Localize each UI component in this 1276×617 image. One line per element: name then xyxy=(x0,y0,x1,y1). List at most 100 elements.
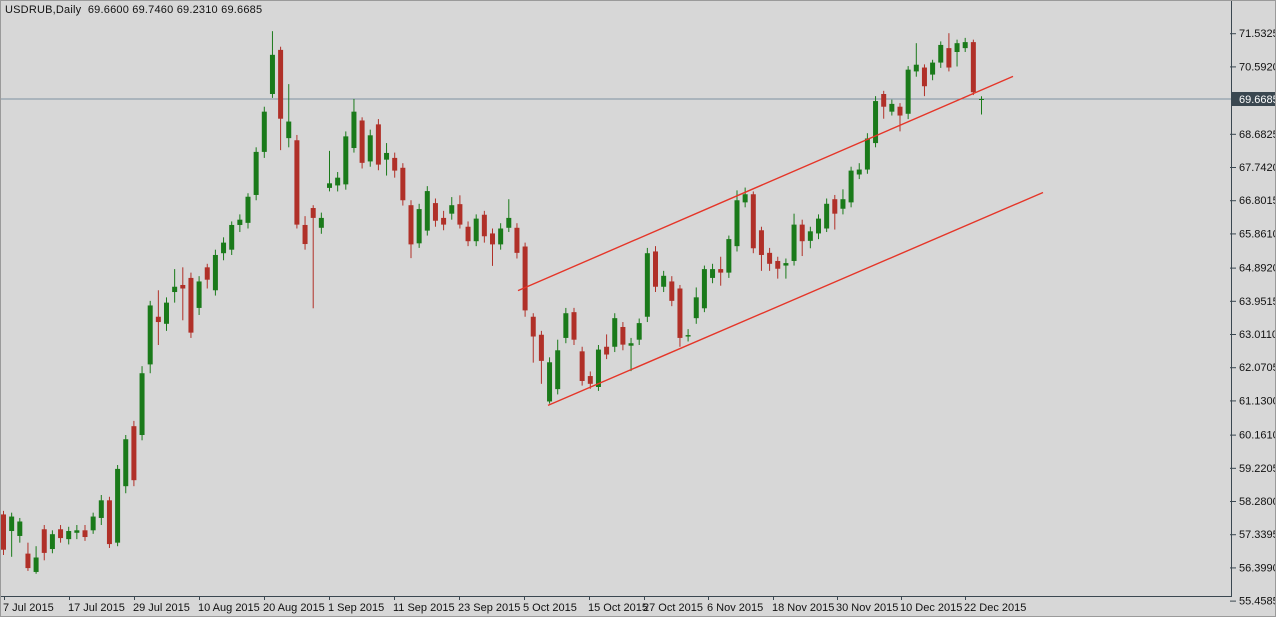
candle xyxy=(327,183,332,188)
candle xyxy=(294,140,300,225)
candle xyxy=(221,242,227,254)
candle xyxy=(946,48,952,68)
candle xyxy=(1,514,6,550)
time-tick-label: 7 Jul 2015 xyxy=(3,602,54,614)
candle xyxy=(465,226,471,242)
candle xyxy=(579,351,585,381)
candle xyxy=(253,151,259,195)
price-tick-label: 57.3395 xyxy=(1239,529,1276,541)
candle xyxy=(856,169,862,175)
time-tick-label: 18 Nov 2015 xyxy=(772,602,834,614)
price-tick-label: 56.3990 xyxy=(1239,562,1276,574)
candle xyxy=(522,246,528,311)
time-tick-label: 11 Sep 2015 xyxy=(393,602,455,614)
candle xyxy=(644,253,650,317)
candle xyxy=(278,49,284,119)
candle xyxy=(897,106,903,116)
candle xyxy=(359,120,365,163)
candle xyxy=(734,200,740,247)
price-tick-label: 66.8015 xyxy=(1239,195,1276,207)
candle xyxy=(538,334,544,361)
candle xyxy=(229,224,235,250)
candle xyxy=(33,557,39,572)
candle xyxy=(343,136,349,185)
time-tick-label: 10 Aug 2015 xyxy=(198,602,260,614)
candle xyxy=(375,124,381,165)
trendline-channel-lower[interactable] xyxy=(547,191,1044,406)
candle xyxy=(180,284,186,289)
price-tick-label: 61.1300 xyxy=(1239,395,1276,407)
candle xyxy=(237,219,243,225)
candle xyxy=(807,231,813,241)
price-tick-label: 70.5920 xyxy=(1239,61,1276,73)
candle xyxy=(17,521,23,536)
price-tick-label: 62.0705 xyxy=(1239,362,1276,374)
candle xyxy=(514,227,520,253)
candle xyxy=(905,69,911,114)
trendline-channel-upper[interactable] xyxy=(517,75,1014,292)
candle xyxy=(82,530,88,538)
candle xyxy=(90,516,96,531)
candle xyxy=(791,224,797,261)
time-tick-label: 30 Nov 2015 xyxy=(836,602,898,614)
candle xyxy=(196,281,202,308)
candle xyxy=(106,500,112,545)
candle xyxy=(58,529,64,539)
candle xyxy=(824,203,830,229)
candle xyxy=(783,263,789,266)
price-tick-label: 71.5325 xyxy=(1239,28,1276,40)
candle xyxy=(155,316,161,323)
candle xyxy=(979,99,984,100)
time-tick-label: 5 Oct 2015 xyxy=(523,602,577,614)
current-price-badge xyxy=(1232,92,1275,106)
candle xyxy=(758,230,764,255)
candle xyxy=(563,313,569,338)
candle xyxy=(685,335,691,337)
candle xyxy=(750,194,756,249)
candle xyxy=(367,135,373,162)
price-tick-label: 55.4585 xyxy=(1239,596,1276,608)
candle xyxy=(392,157,398,171)
time-tick-label: 27 Oct 2015 xyxy=(643,602,703,614)
candle xyxy=(693,297,699,319)
candle xyxy=(481,214,487,237)
candle xyxy=(384,152,390,160)
candle xyxy=(701,269,707,309)
candle xyxy=(612,318,618,347)
candle xyxy=(767,252,773,264)
candle xyxy=(848,170,854,203)
candle xyxy=(261,111,267,152)
candle xyxy=(498,228,504,245)
candle xyxy=(653,251,658,287)
time-tick-label: 10 Dec 2015 xyxy=(900,602,962,614)
candle xyxy=(889,103,895,112)
candle xyxy=(718,269,724,273)
candle xyxy=(775,260,781,269)
candle xyxy=(710,269,716,278)
candle xyxy=(310,208,316,218)
candle xyxy=(620,326,626,345)
candle xyxy=(449,205,455,214)
time-tick-label: 29 Jul 2015 xyxy=(133,602,190,614)
candle xyxy=(873,101,879,144)
candle xyxy=(742,194,748,203)
candle xyxy=(212,254,218,291)
candle xyxy=(587,376,593,384)
time-tick-label: 20 Aug 2015 xyxy=(263,602,325,614)
time-tick-label: 17 Jul 2015 xyxy=(68,602,125,614)
candle xyxy=(816,218,821,234)
candle xyxy=(547,362,553,402)
candle xyxy=(49,534,55,550)
candle xyxy=(269,54,275,95)
candle xyxy=(571,312,577,340)
price-tick-label: 68.6825 xyxy=(1239,129,1276,141)
candle xyxy=(41,529,47,553)
candle xyxy=(677,288,683,338)
candle xyxy=(628,343,634,346)
candle xyxy=(864,138,870,170)
time-tick-label: 1 Sep 2015 xyxy=(328,602,384,614)
price-tick-label: 64.8920 xyxy=(1239,263,1276,275)
candle xyxy=(351,111,357,149)
